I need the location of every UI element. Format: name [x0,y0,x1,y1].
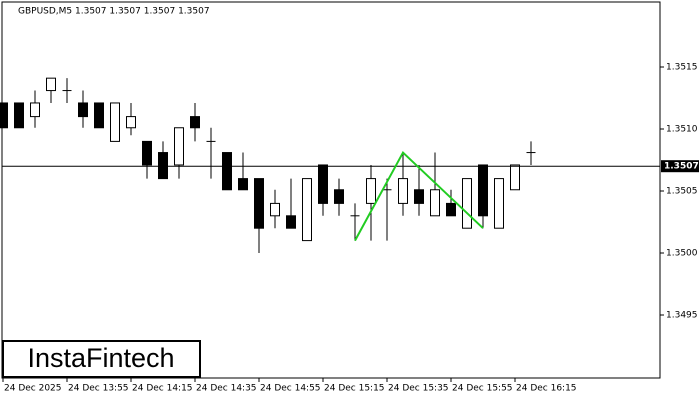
last-price-label: 1.3507 [664,162,699,172]
pattern-line [354,150,484,242]
logo-box [2,340,201,378]
y-tick-label: 1.3500 [666,249,698,259]
logo: InstaFintech [27,343,174,373]
candle-body [30,102,40,118]
x-tick-label: 24 Dec 16:15 [516,384,577,394]
candle-body [334,189,344,204]
candle-body [286,215,296,229]
candle-body [414,189,424,204]
plot-frame [1,1,661,379]
x-tick-label: 24 Dec 14:35 [196,384,257,394]
x-tick-label: 24 Dec 14:15 [132,384,193,394]
candle-body [0,102,8,129]
y-tick-label: 1.3515 [666,63,698,73]
candle-body [510,164,520,191]
candle-body [430,189,440,217]
candle-body [270,202,280,217]
candle-body [126,116,136,129]
x-tick-label: 24 Dec 15:55 [452,384,513,394]
candle-body [142,140,152,166]
y-tick-label: 1.3505 [666,187,698,197]
candle-body [46,77,56,92]
chart-title: GBPUSD,M5 1.3507 1.3507 1.3507 1.3507 [18,7,210,17]
candle-body [222,152,232,191]
candle-body [238,178,248,191]
candle-body [318,164,328,204]
candle-body [174,127,184,166]
x-tick-label: 24 Dec 15:15 [324,384,385,394]
x-tick-label: 24 Dec 14:55 [260,384,321,394]
y-tick-label: 1.3495 [666,311,698,321]
x-tick-label: 24 Dec 2025 [4,384,62,394]
candle-body [110,102,120,142]
candle-body [14,102,24,129]
candle-body [478,164,488,217]
x-tick-label: 24 Dec 15:35 [388,384,449,394]
candle-body [158,152,168,180]
candle-body [254,178,264,229]
plot-area [0,77,660,253]
candle-body [78,102,88,118]
candle-body [446,202,456,217]
candle-body [94,102,104,129]
candle-body [190,116,200,129]
candle-body [366,178,376,204]
candle-body [494,178,504,229]
candle-body [398,178,408,204]
candle-body [462,178,472,229]
x-tick-label: 24 Dec 13:55 [68,384,129,394]
candle-body [302,178,312,242]
y-tick-label: 1.3510 [666,125,698,135]
last-price-box [661,160,699,173]
